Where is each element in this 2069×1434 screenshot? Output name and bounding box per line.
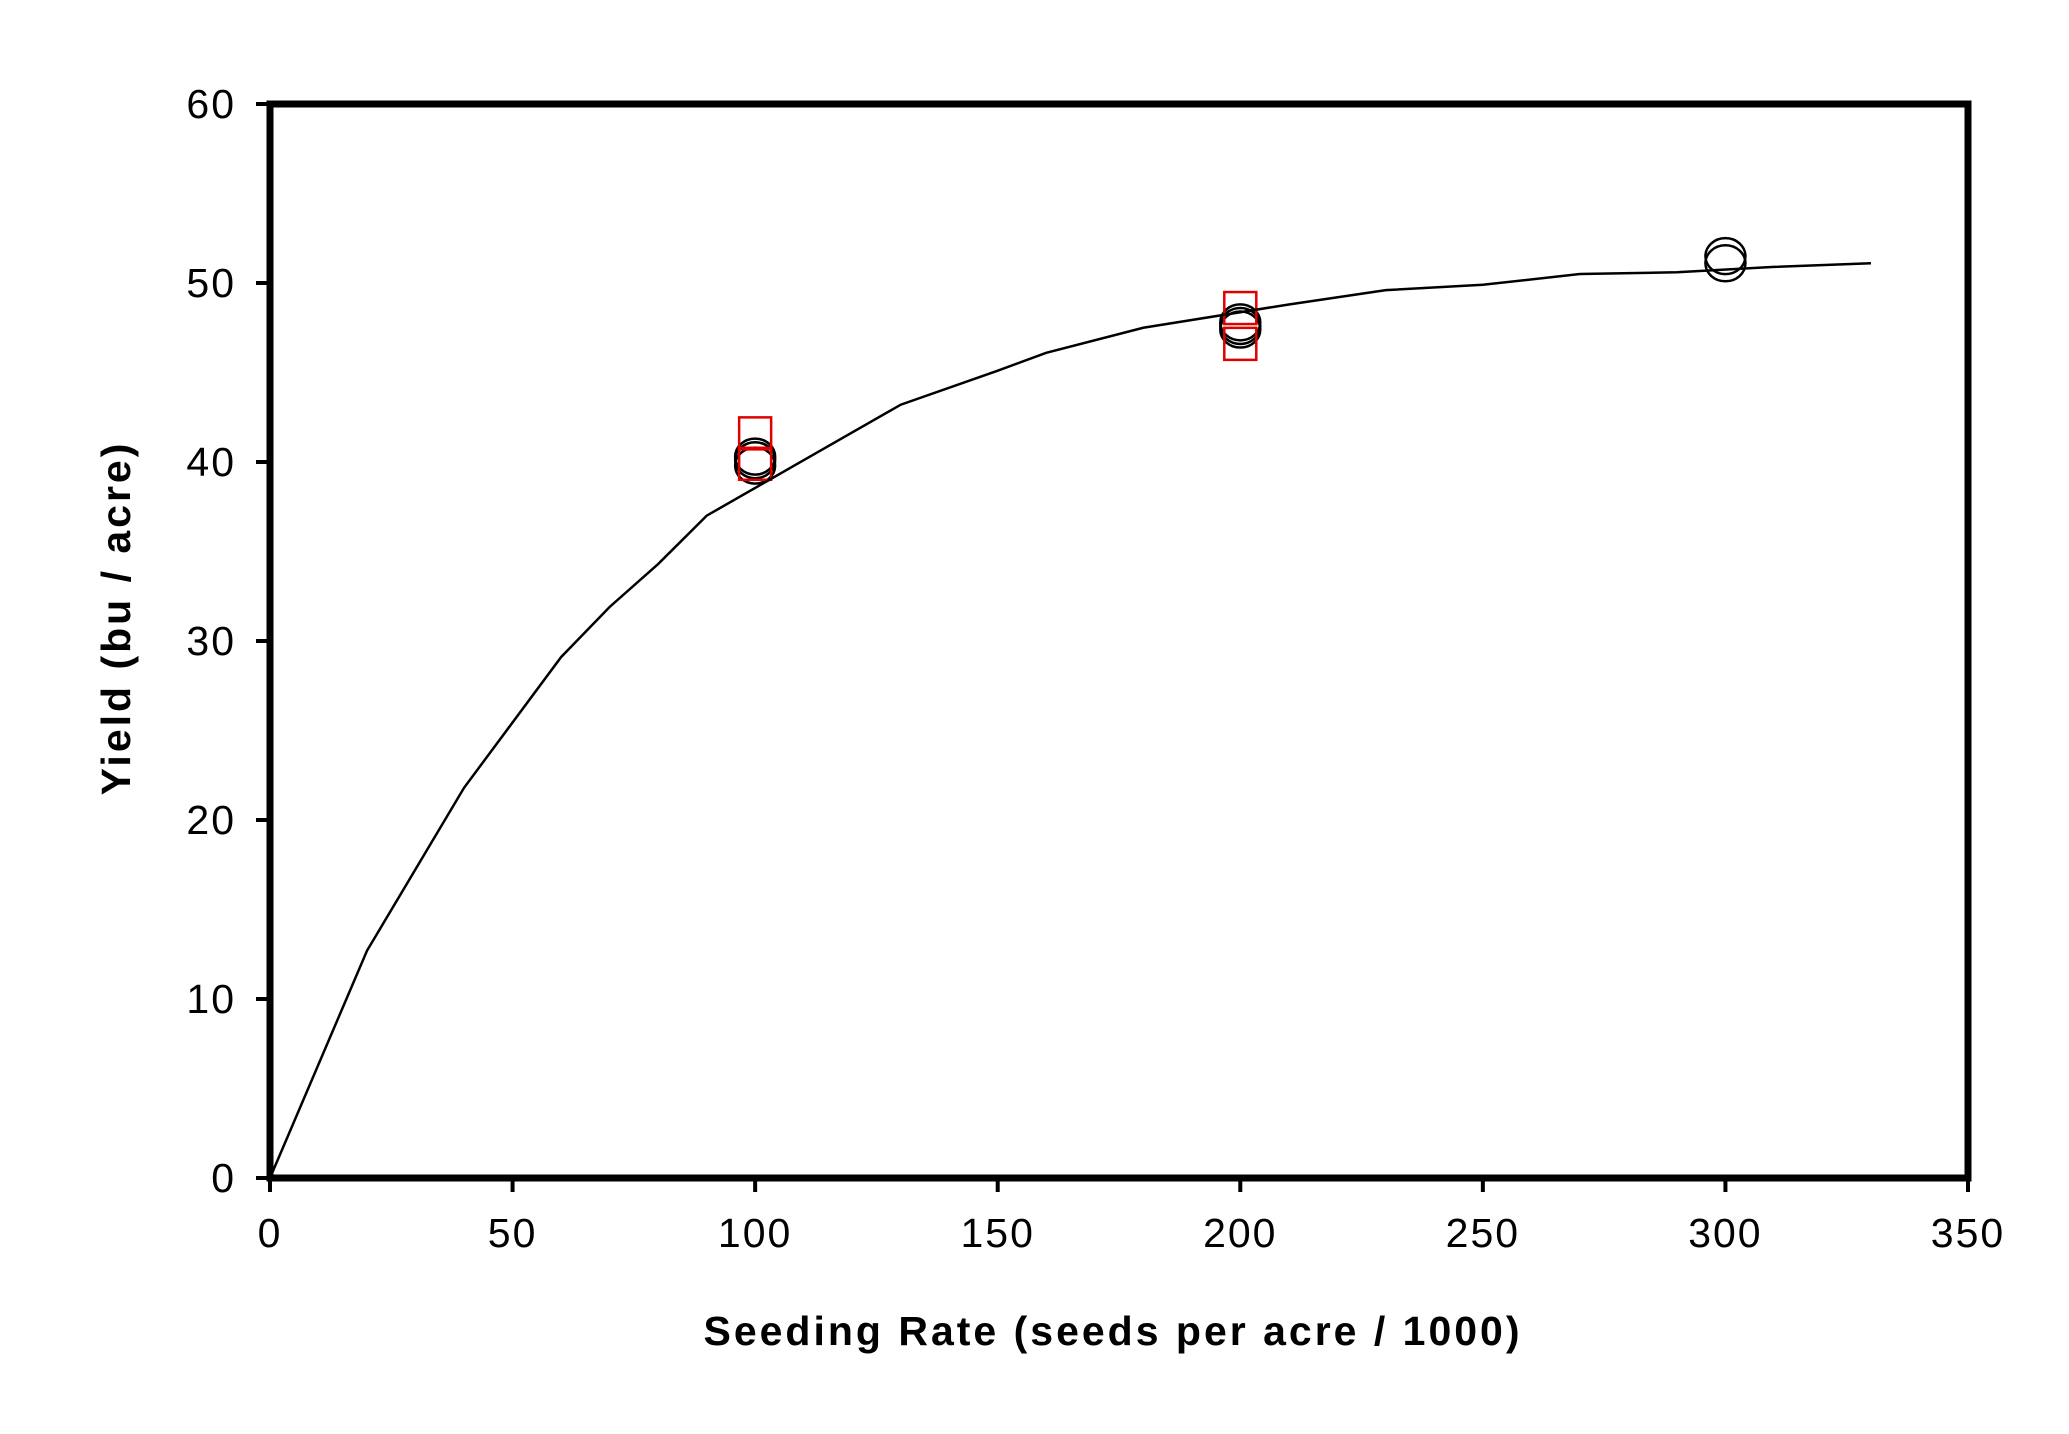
x-tick-label: 250 — [1446, 1210, 1520, 1256]
circle-data-point — [1704, 244, 1747, 283]
square-data-point — [737, 416, 773, 451]
y-tick-label: 0 — [211, 1155, 236, 1201]
circle-data-point — [733, 440, 777, 480]
y-axis-ticks: 0 10 20 30 40 50 60 — [186, 81, 270, 1201]
plot-frame — [266, 100, 1972, 1182]
y-axis-title: Yield (bu / acre) — [93, 441, 139, 796]
circle-data-point — [1704, 236, 1747, 276]
series-layer — [268, 236, 1872, 1179]
x-tick-label: 350 — [1931, 1210, 2005, 1256]
x-tick-label: 300 — [1688, 1210, 1762, 1256]
y-tick-label: 30 — [186, 618, 236, 664]
y-tick-label: 50 — [186, 260, 236, 306]
square-data-point — [1223, 290, 1258, 326]
square-data-point — [1223, 326, 1258, 362]
plot-frame-rect — [266, 100, 1972, 1182]
circle-data-point — [733, 437, 777, 476]
y-tick-label: 40 — [186, 439, 236, 485]
x-tick-label: 0 — [258, 1210, 283, 1256]
x-tick-label: 100 — [718, 1210, 792, 1256]
fitted-curve-line — [268, 262, 1872, 1179]
x-tick-label: 150 — [961, 1210, 1035, 1256]
x-tick-label: 200 — [1203, 1210, 1277, 1256]
x-axis-ticks: 0 50 100 150 200 250 300 350 — [258, 1178, 2005, 1256]
y-tick-label: 20 — [186, 797, 236, 843]
y-tick-label: 10 — [186, 976, 236, 1022]
circle-data-point — [1219, 310, 1262, 349]
y-tick-label: 60 — [186, 81, 236, 127]
circle-data-point — [1219, 306, 1262, 346]
square-data-point — [737, 446, 773, 482]
x-axis-title: Seeding Rate (seeds per acre / 1000) — [703, 1308, 1522, 1354]
x-tick-label: 50 — [488, 1210, 538, 1256]
